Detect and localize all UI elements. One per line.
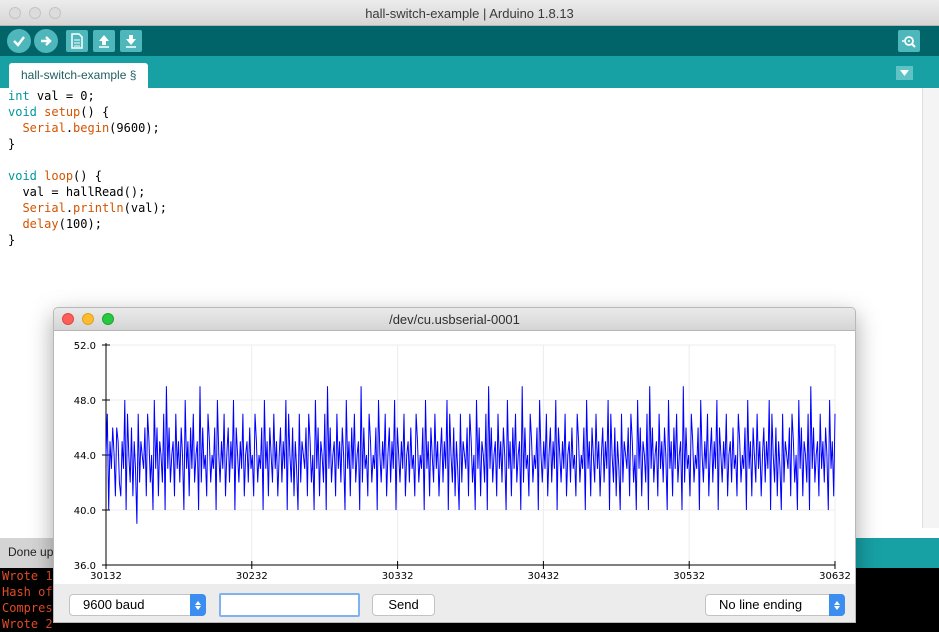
code-line: int val = 0; bbox=[8, 89, 95, 103]
select-arrows-icon bbox=[829, 594, 845, 616]
baud-rate-value: 9600 baud bbox=[83, 597, 145, 612]
status-message-area: Done up bbox=[0, 538, 60, 568]
close-plotter-button[interactable] bbox=[62, 313, 74, 325]
minimize-window-button[interactable] bbox=[29, 7, 41, 19]
open-sketch-button[interactable] bbox=[93, 30, 115, 52]
arrow-down-icon bbox=[126, 35, 136, 48]
tab-bar: hall-switch-example § bbox=[0, 56, 939, 88]
tab-sketch[interactable]: hall-switch-example § bbox=[9, 63, 149, 88]
y-tick-label: 40.0 bbox=[74, 506, 96, 517]
y-tick-label: 52.0 bbox=[74, 341, 96, 352]
baud-rate-select[interactable]: 9600 baud bbox=[69, 594, 206, 616]
magnifier-icon bbox=[902, 36, 916, 48]
y-tick-label: 44.0 bbox=[74, 451, 96, 462]
editor-scrollbar[interactable] bbox=[922, 88, 939, 528]
new-sketch-button[interactable] bbox=[66, 30, 88, 52]
plotter-controls: 9600 baud Send No line ending bbox=[54, 584, 855, 622]
plotter-titlebar: /dev/cu.usbserial-0001 bbox=[54, 308, 855, 331]
x-tick-label: 30232 bbox=[236, 571, 268, 582]
close-window-button[interactable] bbox=[9, 7, 21, 19]
x-tick-label: 30332 bbox=[382, 571, 414, 582]
serial-plotter-window: /dev/cu.usbserial-0001 36.0 40.0 44.0 48.0 5… bbox=[53, 307, 856, 623]
tab-menu-button[interactable] bbox=[896, 66, 913, 80]
serial-plot: 36.0 40.0 44.0 48.0 52.0 30132 30232 30332 30432… bbox=[54, 331, 855, 584]
x-tick-label: 30532 bbox=[673, 571, 705, 582]
code-line bbox=[8, 152, 922, 168]
x-tick-label: 30632 bbox=[819, 571, 851, 582]
code-line: void setup() { bbox=[8, 105, 110, 119]
line-ending-select[interactable]: No line ending bbox=[705, 594, 845, 616]
code-line: } bbox=[8, 137, 16, 151]
line-ending-value: No line ending bbox=[719, 597, 803, 612]
arrow-up-icon bbox=[99, 35, 109, 48]
zoom-window-button[interactable] bbox=[49, 7, 61, 19]
code-line: val = hallRead(); bbox=[22, 185, 146, 199]
window-title: hall-switch-example | Arduino 1.8.13 bbox=[365, 6, 574, 21]
plotter-title: /dev/cu.usbserial-0001 bbox=[389, 312, 520, 327]
check-icon bbox=[13, 36, 25, 47]
select-arrows-icon bbox=[190, 594, 206, 616]
arrow-right-icon bbox=[41, 36, 52, 46]
series-line bbox=[105, 386, 836, 524]
console-line: Hash of bbox=[2, 585, 53, 599]
code-line: Serial.begin(9600); bbox=[22, 121, 160, 135]
code-line: } bbox=[8, 233, 16, 247]
triangle-down-icon bbox=[900, 70, 909, 76]
zoom-plotter-button[interactable] bbox=[102, 313, 114, 325]
console-line: Wrote 2 bbox=[2, 617, 53, 631]
code-line: delay(100); bbox=[22, 217, 102, 231]
window-titlebar: hall-switch-example | Arduino 1.8.13 bbox=[0, 0, 939, 26]
console-line: Compres bbox=[2, 601, 53, 615]
verify-button[interactable] bbox=[7, 29, 31, 53]
y-tick-label: 36.0 bbox=[74, 561, 96, 572]
y-tick-label: 48.0 bbox=[74, 396, 96, 407]
new-file-icon bbox=[71, 33, 83, 49]
upload-button[interactable] bbox=[34, 29, 58, 53]
x-tick-label: 30132 bbox=[90, 571, 122, 582]
minimize-plotter-button[interactable] bbox=[82, 313, 94, 325]
send-button[interactable]: Send bbox=[372, 594, 435, 616]
console-line: Wrote 1 bbox=[2, 569, 53, 583]
x-tick-label: 30432 bbox=[527, 571, 559, 582]
status-message: Done up bbox=[8, 545, 54, 559]
save-sketch-button[interactable] bbox=[120, 30, 142, 52]
toolbar bbox=[0, 26, 939, 56]
code-line: void loop() { bbox=[8, 169, 102, 183]
send-input[interactable] bbox=[219, 593, 360, 617]
code-line: Serial.println(val); bbox=[22, 201, 167, 215]
serial-monitor-button[interactable] bbox=[898, 30, 920, 52]
